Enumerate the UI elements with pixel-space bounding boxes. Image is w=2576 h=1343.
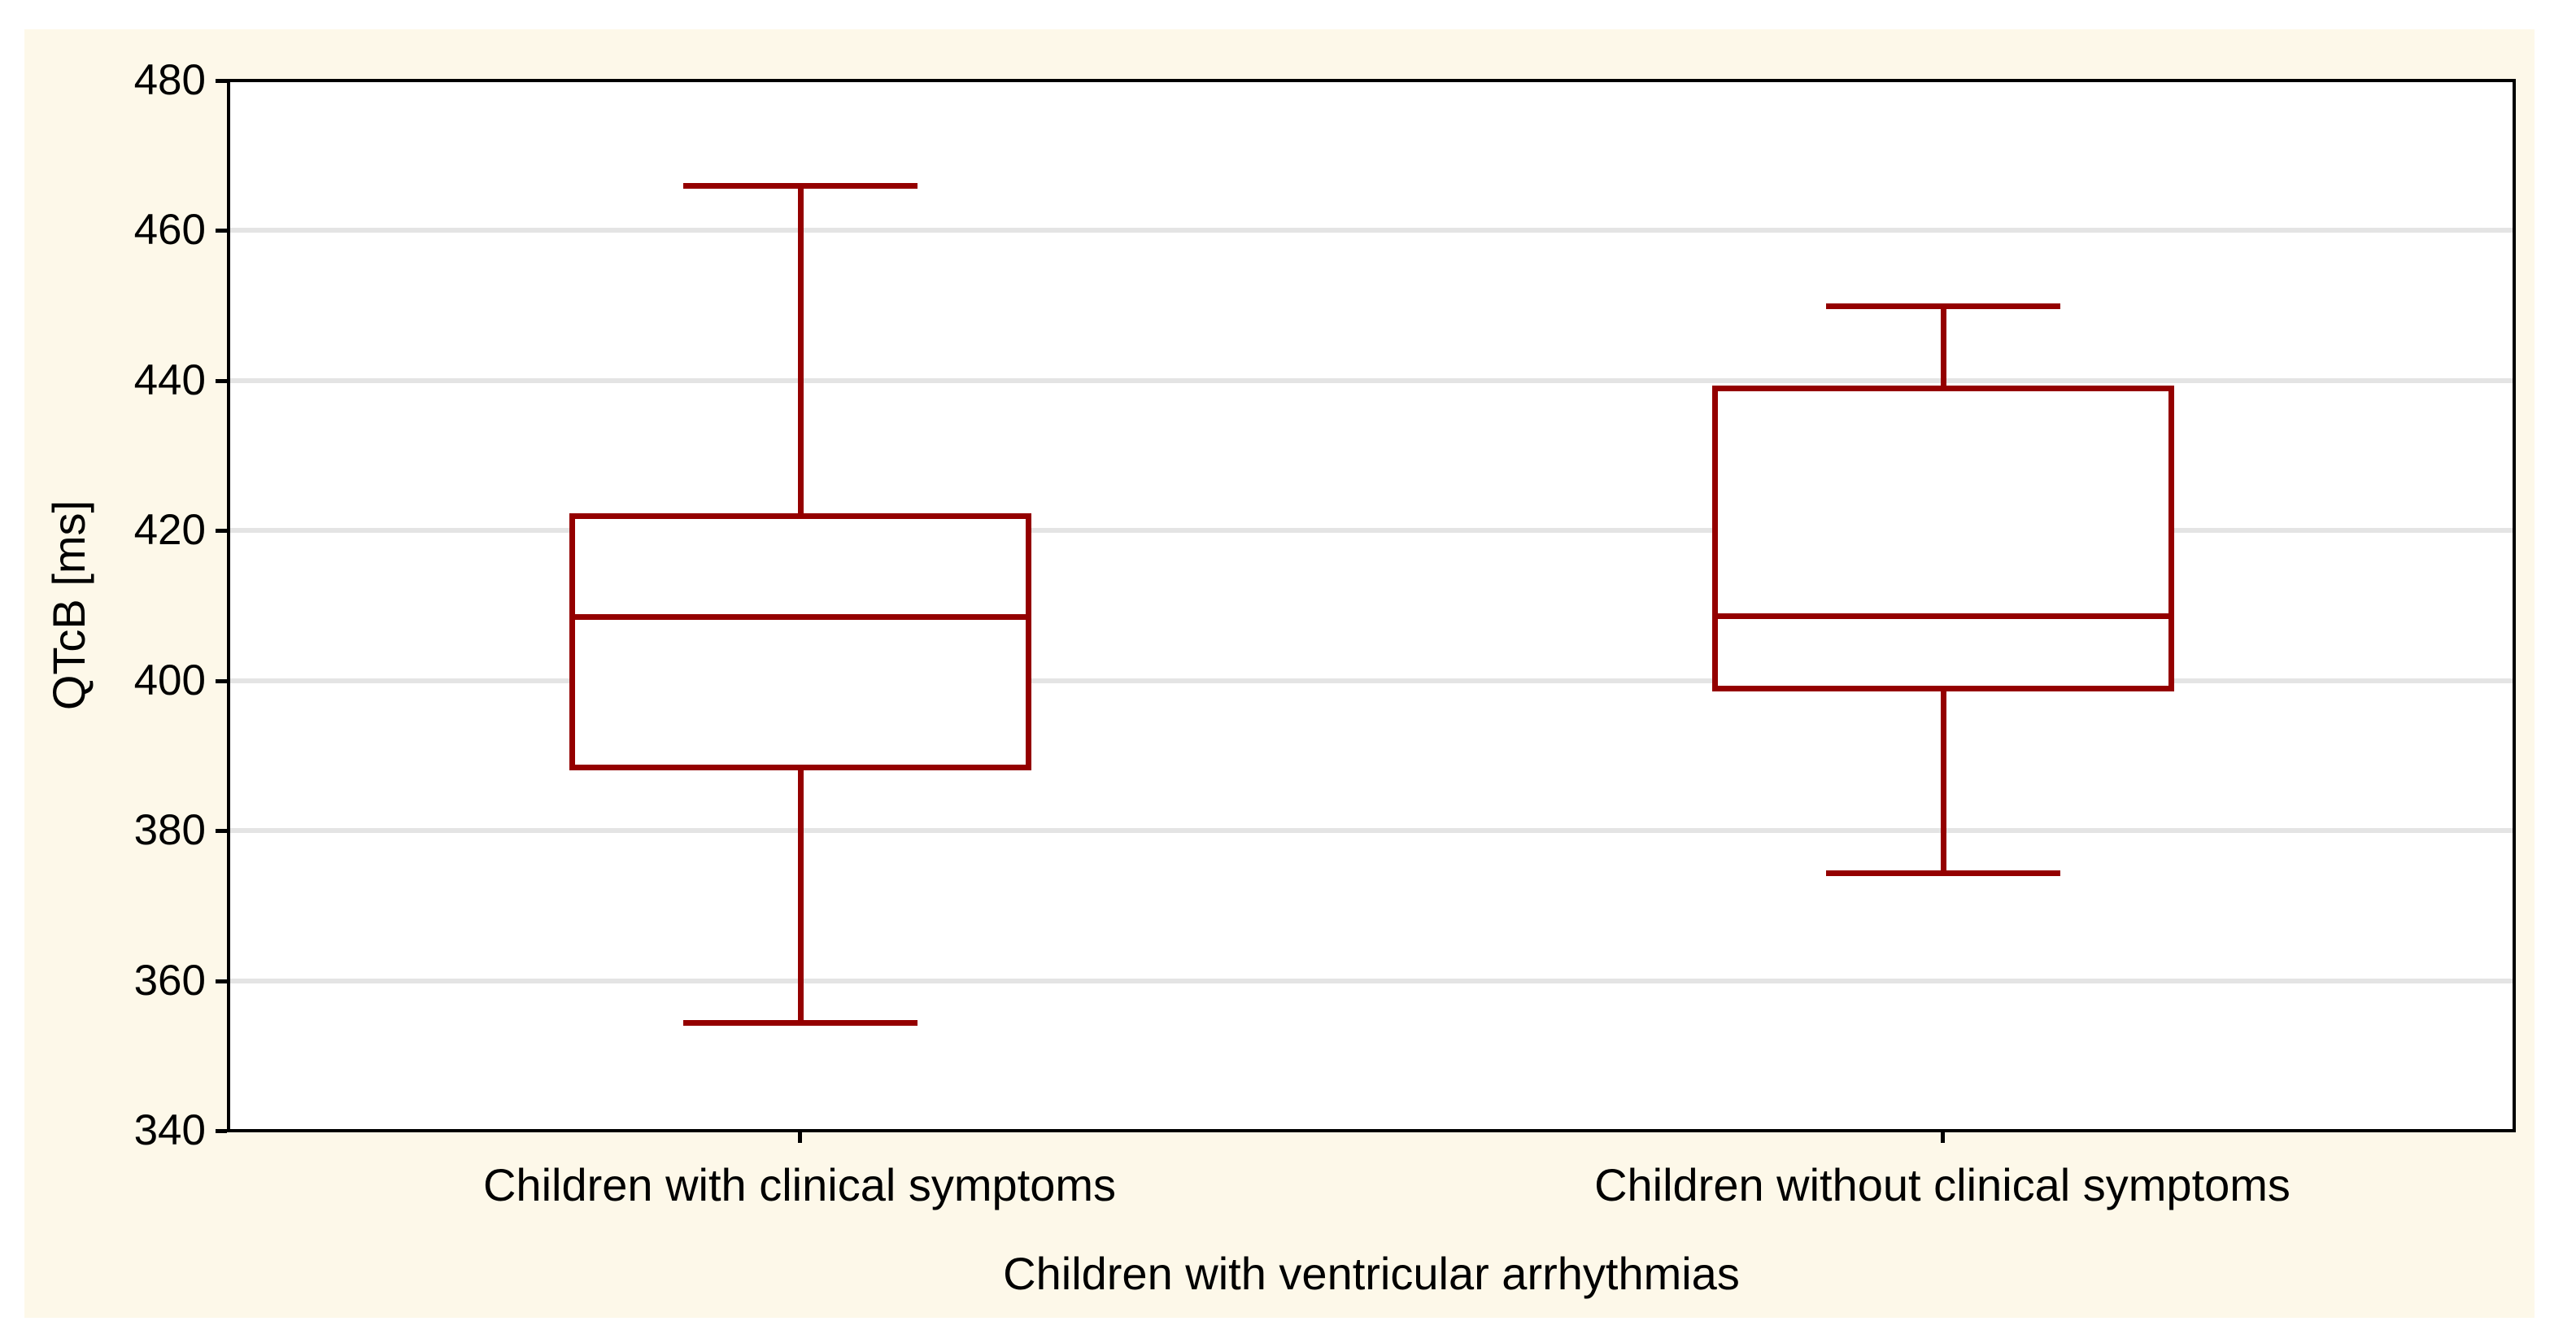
y-axis-tick-label-360: 360: [133, 957, 206, 1005]
x-axis-tick-2: [1941, 1132, 1945, 1143]
series1-whisker-top-line: [797, 185, 804, 516]
series2-whisker-bottom-cap: [1825, 870, 2060, 876]
series2-median-line: [1717, 613, 2168, 619]
x-category-label-2: Children without clinical symptoms: [1594, 1159, 2291, 1210]
y-axis-tick-400: [216, 679, 227, 683]
y-axis-tick-420: [216, 529, 227, 533]
x-category-label-1: Children with clinical symptoms: [482, 1159, 1116, 1210]
series2-whisker-bottom-line: [1940, 688, 1946, 873]
x-axis-title: Children with ventricular arrhythmias: [1003, 1248, 1740, 1299]
series1-whisker-bottom-line: [797, 767, 804, 1023]
y-axis-tick-480: [216, 79, 227, 83]
y-axis-tick-label-420: 420: [133, 506, 206, 554]
gridline-380: [230, 828, 2513, 833]
x-axis-tick-1: [798, 1132, 802, 1143]
series2-whisker-top-line: [1940, 306, 1946, 388]
gridline-460: [230, 228, 2513, 233]
series2-whisker-top-cap: [1825, 303, 2060, 309]
y-axis-tick-label-340: 340: [133, 1106, 206, 1154]
gridline-360: [230, 979, 2513, 983]
y-axis-tick-440: [216, 379, 227, 383]
gridline-420: [230, 528, 2513, 533]
y-axis-tick-label-440: 440: [133, 356, 206, 404]
y-axis-tick-label-400: 400: [133, 656, 206, 704]
y-axis-title: QTcB [ms]: [43, 499, 94, 711]
series2-iqr-box: [1711, 386, 2174, 691]
y-axis-tick-label-380: 380: [133, 806, 206, 854]
series1-median-line: [574, 614, 1026, 620]
series1-whisker-top-cap: [682, 183, 918, 189]
y-axis-tick-360: [216, 979, 227, 983]
y-axis-tick-380: [216, 829, 227, 833]
series1-whisker-bottom-cap: [682, 1020, 918, 1026]
series1-iqr-box: [569, 513, 1031, 770]
y-axis-tick-label-460: 460: [133, 206, 206, 254]
y-axis-tick-label-480: 480: [133, 56, 206, 104]
gridline-400: [230, 678, 2513, 683]
gridline-440: [230, 378, 2513, 383]
y-axis-tick-340: [216, 1129, 227, 1133]
y-axis-tick-460: [216, 229, 227, 233]
